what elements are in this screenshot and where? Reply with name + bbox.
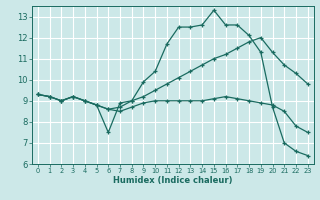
X-axis label: Humidex (Indice chaleur): Humidex (Indice chaleur) bbox=[113, 176, 233, 185]
